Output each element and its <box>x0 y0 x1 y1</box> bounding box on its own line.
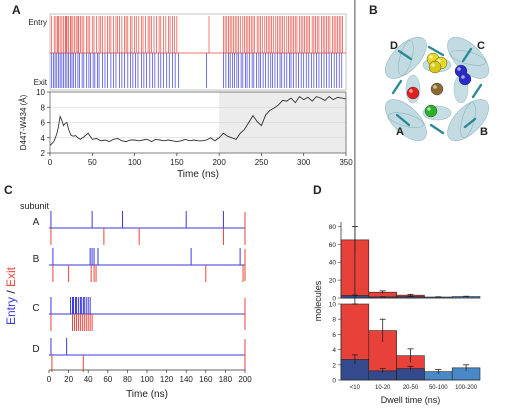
distance-trace <box>49 95 347 146</box>
sphere-highlight <box>429 55 433 59</box>
y-tick-label-top: 40 <box>329 260 337 267</box>
residue-stick <box>463 117 477 129</box>
sphere-red <box>406 86 420 100</box>
subunit-row-label: B <box>33 254 40 265</box>
x-tick-label: 200 <box>238 375 252 384</box>
sphere-highlight <box>427 107 431 111</box>
panel-b: B D C A B <box>369 3 490 142</box>
y-tick-label-bottom: 8 <box>332 317 336 324</box>
x-tick-label: 250 <box>255 158 269 167</box>
panel-label-a: A <box>12 3 21 17</box>
x-tick-label: 200 <box>212 158 226 167</box>
residue-stick <box>429 123 445 135</box>
subunit-header: subunit <box>20 201 50 211</box>
raster-entry-label: Entry <box>28 18 47 27</box>
panel-label-d: D <box>313 183 322 197</box>
sphere-highlight <box>457 67 461 71</box>
category-label: 10-20 <box>375 385 391 391</box>
y-tick-label: 4 <box>41 134 46 143</box>
helix-coil <box>460 102 476 138</box>
residue-stick <box>391 79 403 95</box>
y-axis-label: molecules <box>313 280 323 321</box>
panel-d: D 0 20 40 60 80 0 2 4 6 8 10 <10 10-20 20-50 50-100 100-… <box>313 0 481 405</box>
y-axis-label: Entry / Exit <box>4 266 18 325</box>
x-axis-label: Time (ns) <box>126 389 168 400</box>
helix-ribbon <box>447 99 490 142</box>
y-tick-label-bottom: 4 <box>332 347 336 354</box>
x-tick-label: 100 <box>128 158 142 167</box>
residue-stick <box>461 47 473 63</box>
y-label-exit: Exit <box>4 266 18 287</box>
y-tick-label-bottom: 6 <box>332 332 336 339</box>
sphere-highlight <box>431 63 435 67</box>
category-label: 50-100 <box>429 385 448 391</box>
x-tick-label: 100 <box>140 375 154 384</box>
x-tick-label: 140 <box>180 375 194 384</box>
subunit-label-d: D <box>390 40 398 52</box>
y-tick-label: 2 <box>41 149 46 158</box>
y-tick-label-bottom: 10 <box>329 302 337 309</box>
subunit-row-label: D <box>32 344 39 355</box>
x-tick-label: 60 <box>103 375 112 384</box>
raster-exit-label: Exit <box>34 78 48 87</box>
category-label: 20-50 <box>403 385 419 391</box>
residue-stick <box>395 113 411 127</box>
sphere-highlight <box>461 75 465 79</box>
y-axis-label: D447-W434 (Å) <box>19 94 28 150</box>
x-tick-label: 0 <box>48 158 53 167</box>
sphere-green <box>424 104 438 118</box>
x-tick-label: 160 <box>199 375 213 384</box>
panel-label-b: B <box>369 3 378 17</box>
panel-label-c: C <box>4 183 13 197</box>
sphere-yellow <box>428 60 442 74</box>
x-tick-label: 120 <box>160 375 174 384</box>
y-label-sep: / <box>4 287 18 297</box>
y-label-entry: Entry <box>4 297 18 325</box>
sphere-highlight <box>409 89 413 93</box>
sphere-brown <box>430 82 444 96</box>
y-tick-label: 10 <box>36 88 45 97</box>
x-axis-label: Time (ns) <box>177 169 219 180</box>
y-tick-label-top: 0 <box>332 296 336 303</box>
x-tick-label: 150 <box>170 158 184 167</box>
y-tick-label-bottom: 0 <box>332 378 336 385</box>
x-tick-label: 300 <box>297 158 311 167</box>
subunit-row-label: A <box>33 217 40 228</box>
plot-frame <box>49 91 347 154</box>
residue-stick <box>471 83 483 99</box>
y-tick-label-top: 80 <box>329 224 337 231</box>
subunit-row-label: C <box>32 303 39 314</box>
sphere-blue <box>458 72 472 86</box>
x-tick-label: 40 <box>84 375 93 384</box>
residue-stick <box>397 49 413 61</box>
y-tick-label-top: 20 <box>329 278 337 285</box>
helix-ribbon <box>384 36 427 79</box>
category-label: 100-200 <box>455 385 478 391</box>
x-tick-label: 0 <box>47 375 52 384</box>
x-axis-label: Dwell time (ns) <box>381 395 441 405</box>
y-tick-label-top: 60 <box>329 242 337 249</box>
helix-ribbon <box>384 99 427 142</box>
x-tick-label: 180 <box>219 375 233 384</box>
x-tick-label: 350 <box>339 158 353 167</box>
y-tick-label-bottom: 2 <box>332 362 336 369</box>
category-label: <10 <box>350 385 361 391</box>
x-tick-label: 50 <box>88 158 97 167</box>
x-tick-label: 80 <box>123 375 132 384</box>
subunit-label-c: C <box>477 40 485 52</box>
y-tick-label: 6 <box>41 119 46 128</box>
x-tick-label: 20 <box>64 375 73 384</box>
raster-frame <box>49 13 347 91</box>
subunit-label-b: B <box>480 126 488 138</box>
y-tick-label: 8 <box>41 103 46 112</box>
subunit-label-a: A <box>396 126 404 138</box>
sphere-highlight <box>433 85 437 89</box>
residue-stick <box>427 45 445 57</box>
helix-coil <box>388 112 424 128</box>
